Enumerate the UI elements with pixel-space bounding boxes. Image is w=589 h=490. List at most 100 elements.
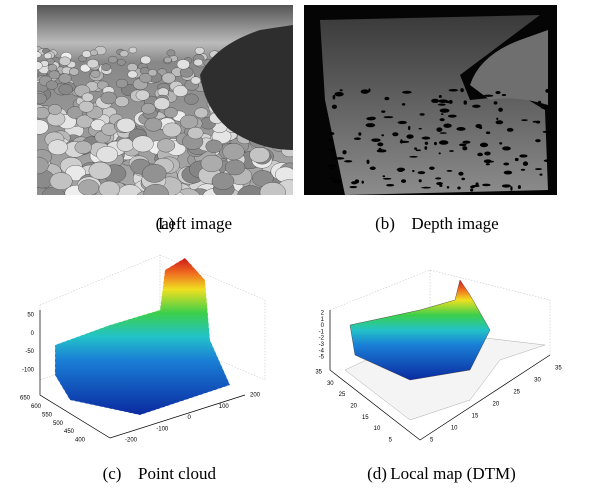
depth-hole — [370, 166, 376, 170]
pebble — [26, 157, 48, 174]
pebble — [90, 50, 98, 56]
depth-hole — [383, 178, 391, 180]
pebble — [59, 84, 73, 95]
depth-hole — [462, 146, 467, 150]
depth-hole — [419, 179, 422, 182]
depth-hole — [331, 168, 335, 170]
depth-hole — [523, 161, 528, 166]
pebble — [136, 90, 150, 100]
depth-hole — [457, 187, 460, 190]
pebble — [48, 140, 68, 155]
depth-hole — [334, 92, 343, 97]
depth-hole — [332, 105, 337, 109]
depth-hole — [443, 123, 451, 127]
depth-hole — [496, 118, 498, 120]
tick-label: 50 — [27, 313, 34, 319]
depth-hole — [384, 97, 389, 100]
pebble — [44, 53, 52, 59]
pebble — [32, 62, 43, 70]
pebble — [201, 155, 223, 172]
tick-label: 0 — [321, 323, 325, 329]
depth-hole — [502, 184, 511, 187]
depth-hole — [366, 123, 376, 127]
depth-hole — [484, 152, 490, 156]
depth-hole — [419, 128, 422, 130]
caption: (c) — [103, 464, 122, 483]
pebble — [46, 81, 58, 90]
depth-hole — [351, 181, 357, 184]
depth-hole — [494, 101, 498, 104]
depth-hole — [462, 141, 470, 144]
tick-label: 550 — [42, 412, 53, 418]
tick-label: 100 — [219, 404, 230, 410]
pebble — [148, 69, 157, 76]
tick-label: 400 — [75, 438, 86, 444]
caption: (b) — [375, 214, 395, 233]
depth-hole — [503, 162, 509, 165]
pebble — [78, 180, 99, 196]
depth-hole — [382, 175, 385, 177]
caption: Left image — [158, 214, 232, 233]
depth-hole — [369, 117, 376, 120]
depth-hole — [459, 143, 467, 146]
pebble — [250, 147, 270, 162]
tick-label: 600 — [31, 404, 42, 410]
pebble — [115, 96, 129, 106]
depth-hole — [458, 172, 463, 176]
pebble — [30, 120, 49, 135]
depth-hole — [438, 99, 448, 103]
pebble — [48, 104, 61, 114]
pebble — [48, 64, 57, 71]
pebble — [128, 71, 138, 78]
pebble — [180, 115, 198, 129]
depth-hole — [431, 99, 439, 103]
depth-hole — [421, 187, 431, 189]
tick-label: -200 — [125, 438, 138, 444]
figure: (a) Left image (b) Depth image (c) Point… — [0, 0, 589, 490]
depth-hole — [447, 170, 453, 172]
pebble — [99, 181, 120, 197]
pebble — [145, 118, 162, 131]
depth-hole — [418, 171, 426, 174]
depth-hole — [499, 142, 502, 144]
depth-hole — [424, 146, 427, 150]
pebble — [144, 184, 169, 203]
depth-hole — [521, 169, 525, 171]
depth-hole — [475, 182, 478, 186]
depth-hole — [422, 137, 430, 140]
tick-label: 0 — [31, 331, 35, 337]
depth-hole — [541, 107, 550, 109]
depth-hole — [482, 184, 490, 187]
pebble — [69, 68, 79, 75]
pebble — [101, 92, 117, 104]
pebble — [188, 127, 204, 139]
depth-hole — [544, 159, 552, 162]
depth-hole — [349, 186, 357, 188]
depth-hole — [386, 184, 394, 186]
depth-hole — [400, 139, 403, 143]
depth-hole — [435, 177, 441, 179]
pebble — [132, 136, 153, 152]
depth-hole — [441, 113, 443, 115]
pebble — [91, 70, 101, 77]
depth-hole — [334, 157, 344, 159]
pebble — [184, 94, 198, 105]
depth-hole — [332, 180, 341, 183]
tick-label: 5 — [430, 438, 434, 444]
depth-hole — [436, 127, 442, 132]
depth-hole — [416, 149, 421, 151]
point-cloud-plot — [40, 255, 265, 438]
depth-hole — [449, 150, 454, 152]
pebble — [59, 57, 70, 66]
depth-hole — [439, 140, 449, 145]
depth-hole — [333, 95, 336, 99]
depth-hole — [329, 139, 333, 141]
depth-hole — [538, 101, 541, 105]
depth-hole — [461, 178, 465, 181]
depth-hole — [414, 147, 417, 149]
pebble — [195, 47, 204, 54]
tick-label: 0 — [188, 415, 192, 421]
tick-label: -100 — [22, 368, 35, 374]
pebble — [101, 64, 110, 71]
depth-hole — [495, 91, 500, 94]
